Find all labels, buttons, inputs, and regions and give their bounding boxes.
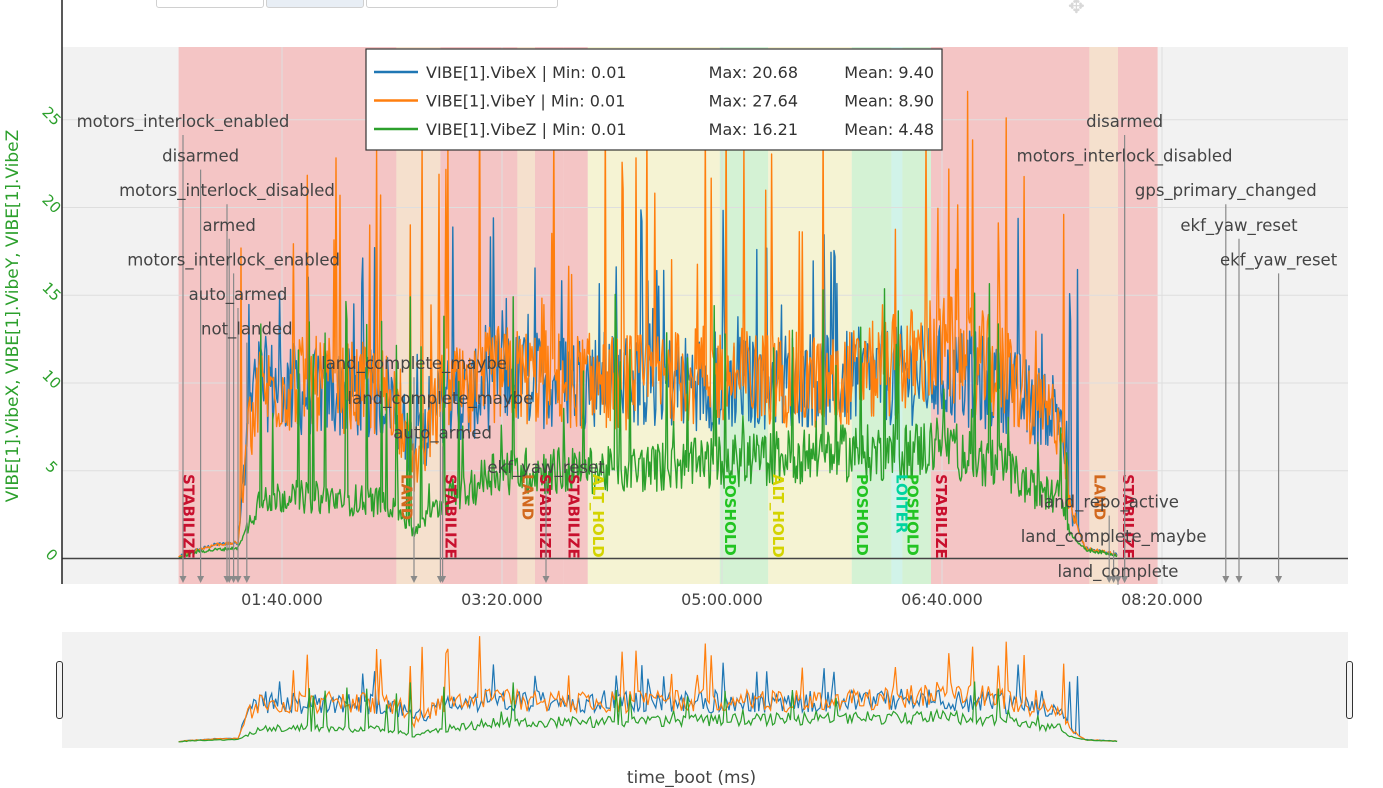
x-tick-label: 05:00.000 — [681, 590, 763, 609]
legend-max-VIBE[1].VibeZ: Max: 16.21 — [709, 120, 798, 139]
event-marker-arrow — [230, 576, 238, 583]
event-marker-arrow — [197, 576, 205, 583]
range-slider — [62, 632, 1348, 748]
move-icon[interactable]: ✥ — [1068, 0, 1085, 18]
mode-label-alt_hold: ALT_HOLD — [589, 474, 607, 558]
event-marker-arrow — [1222, 576, 1230, 583]
mode-label-poshold: POSHOLD — [853, 474, 871, 556]
toolbar-button-1[interactable] — [156, 0, 264, 8]
event-label: auto_armed — [189, 285, 288, 305]
toolbar-button-3[interactable] — [366, 0, 558, 8]
range-slider-series-VIBE[1].VibeX — [178, 662, 1118, 743]
y-tick-label: 25 — [38, 103, 64, 129]
range-slider-series-VIBE[1].VibeZ — [178, 681, 1118, 743]
legend-entry-VIBE[1].VibeZ: VIBE[1].VibeZ | Min: 0.01 — [426, 120, 627, 139]
event-marker-arrow — [179, 576, 187, 583]
mode-label-stabilize: STABILIZE — [932, 474, 950, 559]
y-tick-label: 5 — [42, 457, 61, 476]
event-label: land_repo_active — [1039, 493, 1178, 513]
event-label: disarmed — [1086, 112, 1163, 131]
legend: VIBE[1].VibeX | Min: 0.01 Max: 20.68 Mean:… — [365, 48, 943, 151]
event-marker-arrow — [1121, 576, 1129, 583]
y-tick-label: 10 — [38, 366, 64, 392]
legend-mean-VIBE[1].VibeX: Mean: 9.40 — [844, 63, 934, 82]
legend-mean-VIBE[1].VibeY: Mean: 8.90 — [844, 92, 934, 111]
legend-mean-VIBE[1].VibeZ: Mean: 4.48 — [844, 120, 934, 139]
event-label: motors_interlock_enabled — [77, 112, 290, 132]
series-line-VIBE[1].VibeY — [178, 90, 1118, 559]
event-label: motors_interlock_disabled — [1017, 147, 1233, 167]
event-marker-arrow — [1275, 576, 1283, 583]
mode-band-10 — [891, 47, 903, 584]
event-marker-arrow — [243, 576, 251, 583]
mode-label-stabilize: STABILIZE — [1119, 474, 1137, 559]
event-label: motors_interlock_disabled — [119, 181, 335, 201]
x-tick-label: 01:40.000 — [241, 590, 323, 609]
event-label: ekf_yaw_reset — [1180, 216, 1298, 236]
event-marker-arrow — [439, 576, 447, 583]
event-label: not_landed — [201, 320, 293, 340]
event-marker-arrow — [542, 576, 550, 583]
event-marker-arrow — [1110, 576, 1118, 583]
range-slider-left-handle[interactable] — [56, 661, 63, 719]
x-tick-label: 03:20.000 — [461, 590, 543, 609]
y-tick-label: 20 — [38, 191, 64, 217]
mode-label-alt_hold: ALT_HOLD — [769, 474, 787, 558]
range-slider-series-VIBE[1].VibeY — [178, 636, 1118, 743]
mode-label-stabilize: STABILIZE — [441, 474, 459, 559]
series-line-VIBE[1].VibeZ — [178, 283, 1118, 559]
y-axis-title: VIBE[1].VibeX, VIBE[1].VibeY, VIBE[1].Vi… — [3, 130, 23, 503]
mode-band-3 — [517, 47, 535, 584]
x-tick-label: 06:40.000 — [901, 590, 983, 609]
mode-label-stabilize: STABILIZE — [565, 474, 583, 559]
event-marker-arrow — [1114, 576, 1122, 583]
event-label: disarmed — [162, 147, 239, 166]
mode-label-stabilize: STABILIZE — [536, 474, 554, 559]
range-slider-right-handle[interactable] — [1346, 661, 1353, 719]
event-label: motors_interlock_enabled — [127, 250, 340, 270]
y-tick-label: 0 — [42, 545, 61, 564]
mode-label-poshold: POSHOLD — [903, 474, 921, 556]
event-label: land_complete_maybe — [321, 354, 507, 374]
mode-band-13 — [1089, 47, 1118, 584]
x-axis-title: time_boot (ms) — [626, 768, 757, 788]
event-label: land_complete_maybe — [348, 389, 534, 409]
legend-max-VIBE[1].VibeX: Max: 20.68 — [709, 63, 798, 82]
mode-label-loiter: LOITER — [892, 474, 910, 534]
event-marker-arrow — [1235, 576, 1243, 583]
event-label: gps_primary_changed — [1135, 181, 1317, 201]
mode-label-stabilize: STABILIZE — [180, 474, 198, 559]
event-marker-arrow — [234, 576, 242, 583]
event-label: ekf_yaw_reset — [487, 458, 605, 478]
legend-max-VIBE[1].VibeY: Max: 27.64 — [709, 92, 798, 111]
legend-entry-VIBE[1].VibeY: VIBE[1].VibeY | Min: 0.01 — [426, 92, 625, 111]
event-label: land_complete — [1058, 562, 1179, 582]
toolbar-button-2[interactable] — [266, 0, 364, 8]
y-tick-label: 15 — [38, 279, 64, 305]
event-label: land_complete_maybe — [1021, 527, 1207, 547]
event-label: armed — [203, 216, 256, 235]
mode-label-land: LAND — [397, 474, 415, 520]
mode-label-land: LAND — [1090, 474, 1108, 520]
event-label: auto_armed — [393, 423, 492, 443]
event-marker-arrow — [1105, 576, 1113, 583]
x-tick-label: 08:20.000 — [1121, 590, 1203, 609]
event-marker-arrow — [225, 576, 233, 583]
event-marker-arrow — [410, 576, 418, 583]
event-label: ekf_yaw_reset — [1220, 250, 1338, 270]
mode-label-poshold: POSHOLD — [721, 474, 739, 556]
mode-label-land: LAND — [518, 474, 536, 520]
legend-entry-VIBE[1].VibeX: VIBE[1].VibeX | Min: 0.01 — [426, 63, 627, 82]
legend-box — [365, 48, 943, 151]
